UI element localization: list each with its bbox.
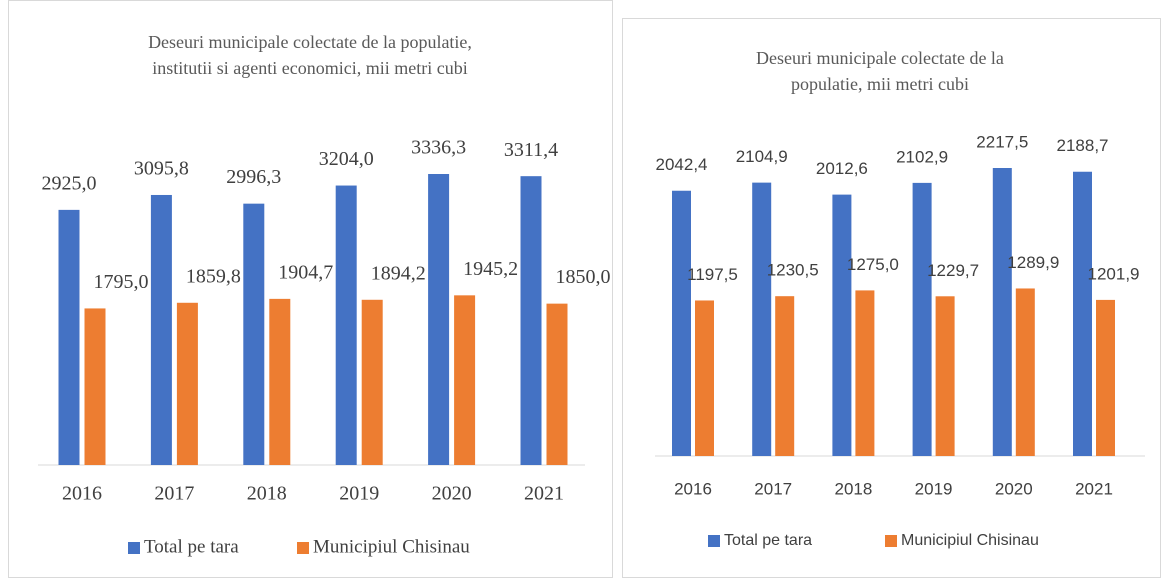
x-tick-label: 2016 xyxy=(62,483,102,505)
bar xyxy=(361,299,383,465)
data-label: 1275,0 xyxy=(847,255,899,274)
data-label: 1289,9 xyxy=(1007,253,1059,272)
x-tick-label: 2017 xyxy=(754,479,792,498)
bar xyxy=(546,303,568,465)
bar xyxy=(935,296,955,456)
bar xyxy=(176,302,198,465)
bar xyxy=(775,296,795,456)
data-label: 2012,6 xyxy=(816,159,868,178)
data-label: 1904,7 xyxy=(278,261,333,283)
bar xyxy=(150,194,172,465)
bar xyxy=(752,182,772,457)
data-label: 2042,4 xyxy=(656,155,708,174)
data-label: 2188,7 xyxy=(1057,136,1109,155)
data-label: 1201,9 xyxy=(1088,264,1140,283)
data-label: 3095,8 xyxy=(134,158,189,180)
x-tick-label: 2021 xyxy=(524,483,564,505)
legend-label: Total pe tara xyxy=(144,536,239,557)
bar xyxy=(672,190,691,457)
data-label: 3204,0 xyxy=(319,148,374,170)
data-label: 3311,4 xyxy=(504,139,558,161)
data-label: 2102,9 xyxy=(896,147,948,166)
bar xyxy=(58,209,80,465)
bar xyxy=(84,308,106,465)
bar xyxy=(428,174,450,465)
x-tick-label: 2019 xyxy=(339,483,379,505)
data-label: 1945,2 xyxy=(463,258,518,280)
x-tick-label: 2018 xyxy=(247,483,287,505)
bar xyxy=(1015,288,1035,456)
right-panel xyxy=(622,18,1161,578)
legend-label: Municipiul Chisinau xyxy=(901,532,1039,549)
data-label: 1894,2 xyxy=(371,262,426,284)
legend-label: Municipiul Chisinau xyxy=(313,536,470,557)
bar xyxy=(335,185,357,465)
x-tick-label: 2020 xyxy=(432,483,472,505)
data-label: 1197,5 xyxy=(687,265,738,284)
bar xyxy=(1073,171,1092,457)
bar xyxy=(243,203,265,465)
chart-subtitle: institutii si agenti economici, mii metr… xyxy=(152,58,467,78)
legend-label: Total pe tara xyxy=(724,532,812,549)
data-label: 1229,7 xyxy=(927,261,979,280)
bar xyxy=(520,176,542,465)
x-tick-label: 2017 xyxy=(154,483,194,505)
bar xyxy=(992,168,1012,456)
bar xyxy=(832,194,852,457)
data-label: 2217,5 xyxy=(976,132,1028,151)
legend-swatch xyxy=(128,542,140,554)
left-panel xyxy=(8,0,613,578)
data-label: 1230,5 xyxy=(767,261,819,280)
data-label: 3336,3 xyxy=(411,137,466,159)
bar xyxy=(1096,299,1115,456)
bar xyxy=(912,182,932,456)
data-label: 1795,0 xyxy=(94,271,149,293)
bar xyxy=(454,295,476,465)
x-tick-label: 2020 xyxy=(995,479,1033,498)
x-tick-label: 2019 xyxy=(915,479,953,498)
chart-title: Deseuri municipale colectate de la xyxy=(756,48,1004,68)
chart-subtitle: populatie, mii metri cubi xyxy=(791,74,969,94)
legend-swatch xyxy=(885,535,897,547)
legend-swatch xyxy=(708,535,720,547)
chart-title: Deseuri municipale colectate de la popul… xyxy=(148,32,472,52)
x-tick-label: 2018 xyxy=(834,479,872,498)
data-label: 2996,3 xyxy=(226,166,281,188)
data-label: 1859,8 xyxy=(186,265,241,287)
data-label: 1850,0 xyxy=(556,266,611,288)
bar xyxy=(855,290,875,456)
x-tick-label: 2021 xyxy=(1075,479,1113,498)
legend-swatch xyxy=(297,542,309,554)
data-label: 2925,0 xyxy=(42,172,97,194)
x-tick-label: 2016 xyxy=(674,479,712,498)
data-label: 2104,9 xyxy=(736,147,788,166)
bar xyxy=(695,300,714,456)
bar xyxy=(269,298,291,465)
